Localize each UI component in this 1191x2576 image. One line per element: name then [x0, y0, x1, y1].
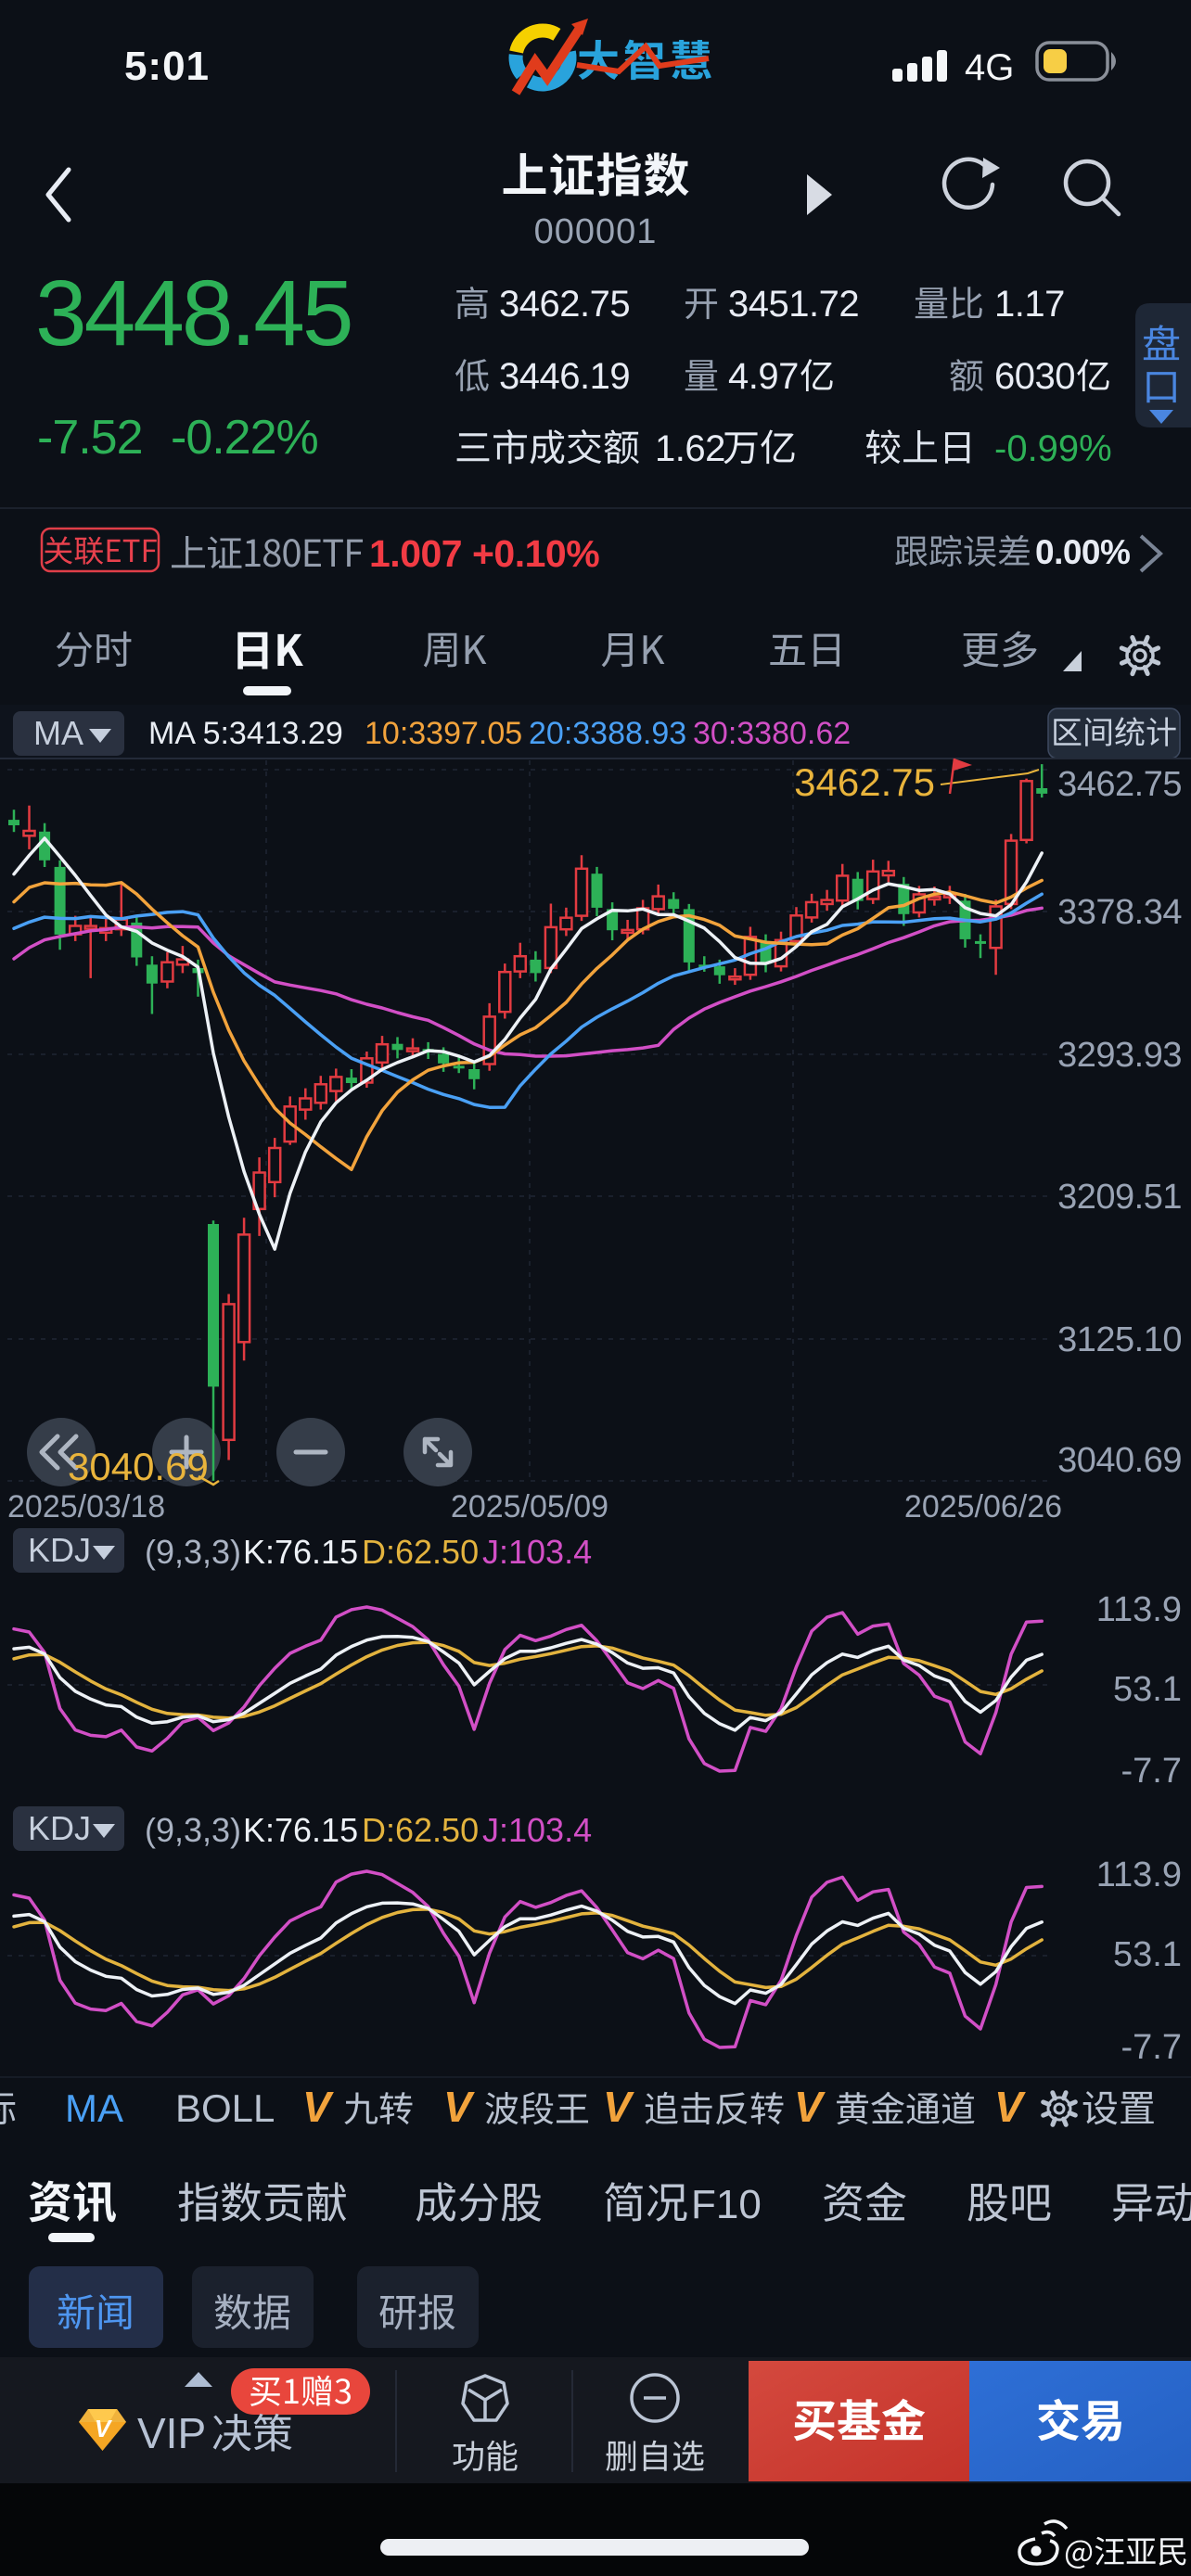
- svg-text:MA: MA: [33, 714, 83, 752]
- svg-text:V: V: [603, 2083, 634, 2131]
- svg-text:3293.93: 3293.93: [1057, 1036, 1182, 1075]
- svg-text:1.62: 1.62: [655, 428, 725, 469]
- svg-text:KDJ: KDJ: [28, 1809, 91, 1847]
- svg-text:3040.69: 3040.69: [1057, 1441, 1182, 1480]
- svg-text:3209.51: 3209.51: [1057, 1178, 1182, 1217]
- svg-text:113.9: 113.9: [1096, 1590, 1182, 1629]
- svg-text:J:103.4: J:103.4: [482, 1811, 592, 1849]
- svg-text:3446.19: 3446.19: [499, 356, 630, 397]
- svg-text:2025/06/26: 2025/06/26: [904, 1489, 1062, 1524]
- svg-text:113.9: 113.9: [1096, 1855, 1182, 1894]
- svg-text:53.1: 53.1: [1113, 1670, 1182, 1709]
- svg-text:V: V: [443, 2083, 475, 2131]
- svg-text:MA 5:3413.29: MA 5:3413.29: [148, 716, 343, 751]
- svg-text:3462.75: 3462.75: [794, 760, 935, 804]
- svg-text:V: V: [994, 2083, 1026, 2131]
- svg-text:D:62.50: D:62.50: [362, 1533, 479, 1571]
- svg-text:30:3380.62: 30:3380.62: [693, 716, 851, 751]
- svg-text:2025/05/09: 2025/05/09: [451, 1489, 608, 1524]
- svg-text:20:3388.93: 20:3388.93: [529, 716, 686, 751]
- svg-text:0.00%: 0.00%: [1035, 533, 1130, 571]
- svg-text:3462.75: 3462.75: [1057, 765, 1182, 804]
- svg-text:4.97: 4.97: [728, 356, 799, 397]
- svg-text:-7.7: -7.7: [1121, 1752, 1182, 1791]
- svg-text:2025/03/18: 2025/03/18: [7, 1489, 165, 1524]
- svg-text:3462.75: 3462.75: [499, 284, 630, 325]
- svg-text:6030: 6030: [994, 356, 1075, 397]
- svg-text:F10: F10: [691, 2182, 762, 2227]
- svg-text:V: V: [794, 2083, 826, 2131]
- svg-text:J:103.4: J:103.4: [482, 1533, 592, 1571]
- svg-text:000001: 000001: [534, 212, 658, 251]
- svg-text:MA: MA: [65, 2086, 123, 2130]
- svg-text:K:76.15: K:76.15: [243, 1811, 358, 1849]
- svg-text:V: V: [302, 2083, 334, 2131]
- svg-text:1.007 +0.10%: 1.007 +0.10%: [369, 532, 599, 575]
- svg-text:(9,3,3): (9,3,3): [145, 1533, 241, 1571]
- svg-text:BOLL: BOLL: [175, 2086, 275, 2130]
- svg-text:-0.22%: -0.22%: [171, 411, 318, 465]
- svg-text:3125.10: 3125.10: [1057, 1320, 1182, 1359]
- svg-text:K:76.15: K:76.15: [243, 1533, 358, 1571]
- svg-text:1.17: 1.17: [994, 284, 1065, 325]
- svg-text:(9,3,3): (9,3,3): [145, 1811, 241, 1849]
- svg-text:3451.72: 3451.72: [728, 284, 859, 325]
- svg-text:3448.45: 3448.45: [35, 261, 351, 365]
- svg-text:4G: 4G: [965, 47, 1014, 88]
- svg-text:D:62.50: D:62.50: [362, 1811, 479, 1849]
- svg-text:3040.69: 3040.69: [68, 1445, 209, 1488]
- svg-text:53.1: 53.1: [1113, 1935, 1182, 1974]
- svg-text:-0.99%: -0.99%: [994, 428, 1112, 469]
- svg-text:5:01: 5:01: [124, 44, 210, 89]
- svg-text:3378.34: 3378.34: [1057, 893, 1182, 932]
- svg-text:KDJ: KDJ: [28, 1531, 91, 1569]
- svg-text:10:3397.05: 10:3397.05: [365, 716, 522, 751]
- svg-text:-7.7: -7.7: [1121, 2028, 1182, 2067]
- svg-text:VIP: VIP: [137, 2409, 206, 2457]
- svg-text:-7.52: -7.52: [37, 411, 143, 465]
- svg-text:V: V: [95, 2415, 113, 2442]
